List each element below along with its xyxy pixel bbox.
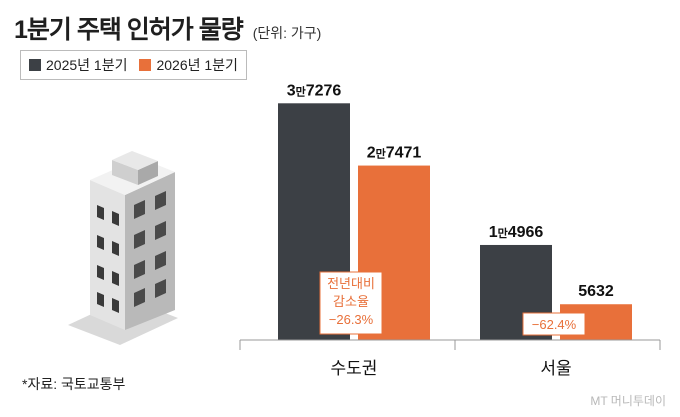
chart-unit: (단위: 가구) <box>252 25 322 41</box>
legend-swatch-2025 <box>29 59 41 71</box>
value-label-1-1: 5632 <box>578 283 614 300</box>
category-label-0: 수도권 <box>331 359 378 378</box>
legend-swatch-2026 <box>139 59 152 71</box>
category-label-1: 서울 <box>540 359 571 378</box>
value-label-0-1: 2만7471 <box>367 145 422 162</box>
publisher-watermark: MT 머니투데이 <box>590 394 666 408</box>
legend-item-2025: 2025년 1분기 <box>29 55 127 75</box>
annotation-text-0-0: 전년대비 <box>327 276 375 291</box>
annotation-box-0 <box>319 271 383 335</box>
legend-label-2026: 2026년 1분기 <box>156 57 238 73</box>
bars-layer <box>278 103 632 341</box>
annotation-box-1 <box>522 312 586 336</box>
value-label-0-0: 3만7276 <box>287 82 342 99</box>
legend: 2025년 1분기 2026년 1분기 <box>20 50 247 80</box>
building-illustration <box>68 151 178 345</box>
source-note: *자료: 국토교통부 <box>22 376 126 392</box>
annotation-text-1-0: −62.4% <box>532 317 577 332</box>
annotation-text-0-2: −26.3% <box>329 312 374 327</box>
value-label-1-0: 1만4966 <box>489 224 544 241</box>
chart-title: 1분기 주택 인허가 물량 (단위: 가구) <box>14 10 321 46</box>
annotation-text-0-1: 감소율 <box>333 294 369 309</box>
legend-label-2025: 2025년 1분기 <box>46 57 128 73</box>
chart-title-text: 1분기 주택 인허가 물량 <box>14 16 244 44</box>
legend-item-2026: 2026년 1분기 <box>139 55 238 75</box>
